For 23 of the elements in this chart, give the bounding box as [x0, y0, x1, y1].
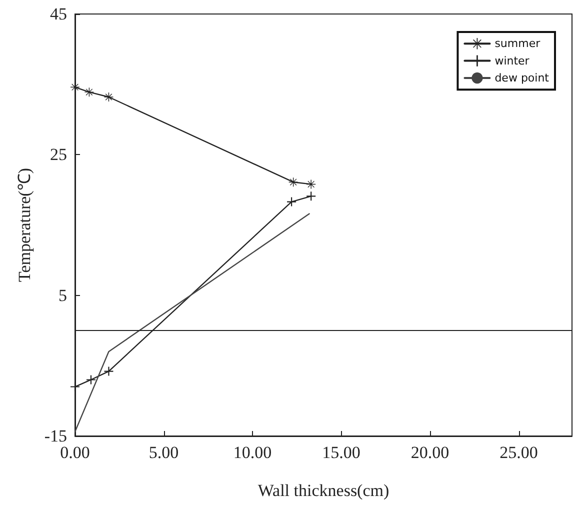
point [84, 88, 94, 97]
point [287, 197, 296, 206]
x-tick-label: 15.00 [322, 443, 360, 462]
x-tick-label: 5.00 [148, 443, 179, 462]
point [306, 180, 316, 189]
y-tick-label: 5 [58, 286, 67, 305]
y-tick-label: 45 [50, 4, 67, 24]
y-tick-label: 25 [50, 145, 67, 164]
x-tick-label: 25.00 [500, 443, 538, 462]
point [104, 366, 114, 376]
point [70, 382, 80, 392]
x-axis-title: Wall thickness(cm) [258, 481, 390, 500]
x-tick-label: 0.00 [60, 443, 90, 462]
legend-label: summer [494, 37, 541, 50]
legend-label: winter [494, 54, 530, 68]
y-axis-title: Temperature(℃) [15, 168, 34, 282]
y-tick-label: -15 [44, 426, 67, 446]
x-tick-label: 10.00 [233, 443, 272, 462]
point [288, 178, 298, 187]
point [104, 92, 114, 102]
x-tick-label: 20.00 [410, 443, 450, 462]
legend-label: dew point [494, 72, 550, 84]
point [86, 375, 96, 384]
